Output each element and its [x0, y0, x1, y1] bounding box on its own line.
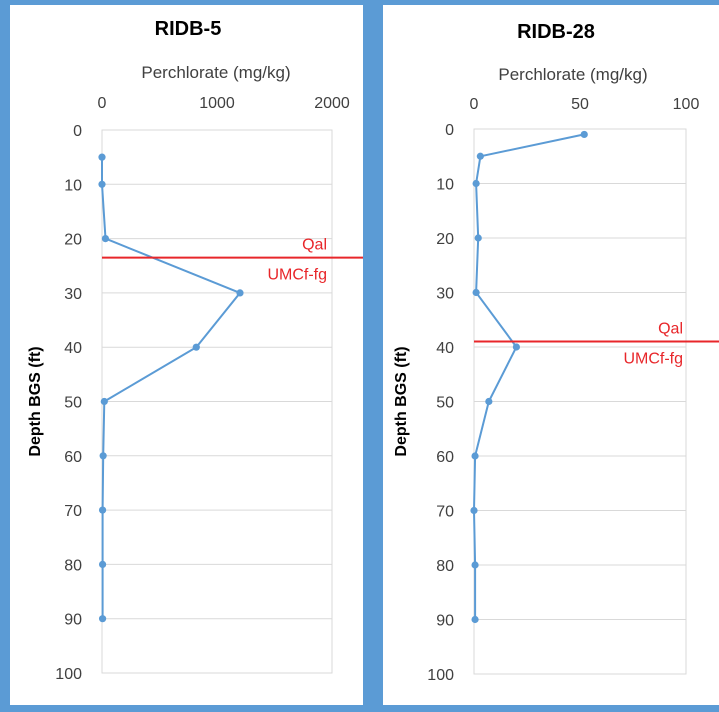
- series-line: [472, 133, 585, 620]
- data-point: [472, 179, 480, 188]
- y-tick-label: 40: [436, 340, 454, 357]
- data-point: [101, 235, 110, 243]
- data-point: [485, 397, 493, 406]
- data-point: [98, 153, 106, 161]
- plot-area: [473, 128, 687, 675]
- chart-panel-ridb-5: RIDB-5 Perchlorate (mg/kg) 0 1000 2000 0 10 20 3…: [10, 5, 363, 705]
- y-tick-label: 40: [64, 340, 82, 357]
- boundary-label-above: Qal: [302, 237, 327, 254]
- data-point: [98, 506, 107, 514]
- y-tick-label: 60: [436, 449, 454, 466]
- y-tick-label: 10: [64, 177, 82, 194]
- y-tick-label: 0: [73, 123, 82, 140]
- data-point: [580, 130, 588, 139]
- y-tick-label: 30: [436, 286, 454, 303]
- y-axis-title: Depth BGS (ft): [27, 346, 44, 456]
- x-tick-label: 1000: [199, 95, 235, 112]
- chart-title: RIDB-5: [155, 18, 222, 40]
- data-point: [236, 289, 244, 297]
- data-point: [471, 615, 479, 624]
- chart-panel-ridb-28: RIDB-28 Perchlorate (mg/kg) 0 50 100 0 10 20 30 4…: [383, 5, 719, 705]
- y-tick-label: 100: [55, 666, 82, 683]
- y-tick-label: 0: [445, 122, 454, 139]
- y-tick-label: 60: [64, 449, 82, 466]
- series-line: [101, 157, 242, 619]
- data-point: [472, 288, 480, 297]
- y-tick-label: 90: [64, 612, 82, 629]
- data-point: [512, 343, 520, 351]
- y-tick-label: 50: [64, 395, 82, 412]
- y-tick-label: 10: [436, 177, 454, 194]
- x-tick-label: 0: [470, 96, 479, 113]
- y-tick-label: 30: [64, 286, 82, 303]
- y-tick-label: 80: [64, 557, 82, 574]
- data-point: [98, 615, 107, 623]
- data-point: [99, 452, 107, 460]
- data-point: [474, 234, 482, 242]
- data-point: [470, 506, 478, 515]
- x-tick-label: 2000: [314, 95, 350, 112]
- chart-ridb-5: RIDB-5 Perchlorate (mg/kg) 0 1000 2000 0 10 20 3…: [27, 18, 363, 683]
- x-tick-label: 0: [98, 95, 107, 112]
- x-axis-title: Perchlorate (mg/kg): [498, 65, 647, 84]
- data-point: [98, 560, 107, 569]
- x-tick-label: 100: [673, 96, 700, 113]
- x-axis-title: Perchlorate (mg/kg): [141, 63, 290, 82]
- data-point: [98, 180, 106, 188]
- y-tick-label: 20: [436, 231, 454, 248]
- x-tick-label: 50: [571, 96, 589, 113]
- boundary-label-below: UMCf-fg: [267, 267, 327, 284]
- data-point: [192, 343, 200, 351]
- y-tick-label: 70: [436, 504, 454, 521]
- y-axis-title: Depth BGS (ft): [393, 346, 410, 456]
- y-tick-label: 90: [436, 613, 454, 630]
- y-tick-label: 70: [64, 503, 82, 520]
- data-point: [471, 561, 479, 569]
- boundary-label-below: UMCf-fg: [623, 351, 683, 368]
- y-tick-label: 20: [64, 232, 82, 249]
- data-point: [471, 452, 479, 460]
- chart-title: RIDB-28: [517, 21, 595, 43]
- data-point: [476, 152, 484, 160]
- chart-ridb-28: RIDB-28 Perchlorate (mg/kg) 0 50 100 0 10 20 30 4…: [393, 21, 719, 684]
- y-tick-label: 80: [436, 558, 454, 575]
- data-point: [100, 397, 108, 406]
- y-tick-label: 50: [436, 395, 454, 412]
- boundary-label-above: Qal: [658, 321, 683, 338]
- y-tick-label: 100: [427, 667, 454, 684]
